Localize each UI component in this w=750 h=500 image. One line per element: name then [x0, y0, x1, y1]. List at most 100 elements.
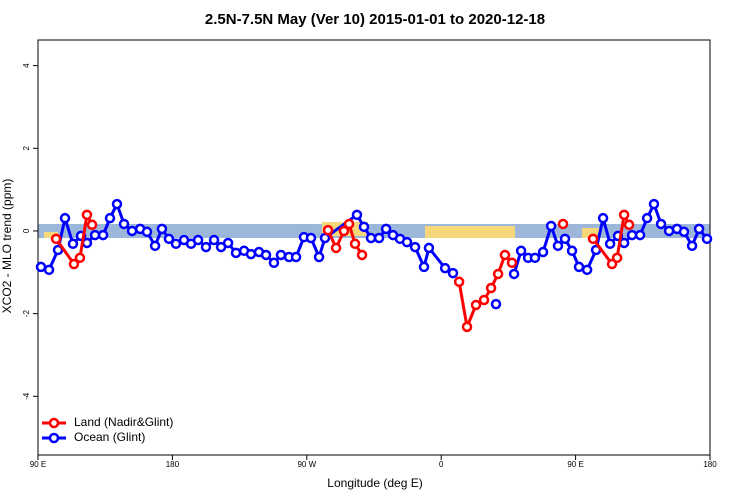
point	[81, 209, 93, 221]
point	[611, 252, 623, 264]
point	[566, 245, 578, 257]
y-tick-label: 2	[22, 146, 31, 151]
point	[470, 299, 482, 311]
point	[490, 298, 502, 310]
point	[686, 240, 698, 252]
x-tick-label: 180	[703, 460, 717, 469]
point	[401, 236, 413, 248]
map-strip	[38, 222, 710, 238]
land-strip	[582, 228, 600, 238]
point	[163, 233, 175, 245]
y-tick-label: 4	[22, 63, 31, 68]
point	[581, 264, 593, 276]
point	[655, 218, 667, 230]
chart-title: 2.5N-7.5N May (Ver 10) 2015-01-01 to 202…	[205, 11, 545, 28]
x-tick-label: 0	[439, 460, 444, 469]
point	[43, 264, 55, 276]
point	[222, 237, 234, 249]
point	[552, 240, 564, 252]
x-tick-label: 90 W	[297, 460, 316, 469]
point	[597, 212, 609, 224]
point	[86, 219, 98, 231]
point	[67, 238, 79, 250]
point	[104, 212, 116, 224]
point	[141, 226, 153, 238]
point	[68, 258, 80, 270]
point	[126, 225, 138, 237]
point	[343, 218, 355, 230]
point	[506, 257, 518, 269]
point	[545, 220, 557, 232]
point	[423, 242, 435, 254]
point	[275, 249, 287, 261]
point	[89, 229, 101, 241]
point	[349, 238, 361, 250]
point	[230, 247, 242, 259]
point	[557, 218, 569, 230]
point	[156, 223, 168, 235]
point	[365, 232, 377, 244]
point	[52, 244, 64, 256]
point	[626, 229, 638, 241]
point	[618, 209, 630, 221]
point	[634, 229, 646, 241]
point	[59, 212, 71, 224]
point	[338, 225, 350, 237]
point	[693, 223, 705, 235]
point	[648, 198, 660, 210]
point	[573, 261, 585, 273]
land-strip	[425, 226, 515, 238]
legend-marker	[48, 417, 60, 429]
point	[461, 321, 473, 333]
point	[260, 249, 272, 261]
point	[74, 252, 86, 264]
point	[313, 251, 325, 263]
point	[50, 233, 62, 245]
point	[373, 232, 385, 244]
x-tick-label: 90 E	[567, 460, 583, 469]
x-tick-label: 90 E	[30, 460, 46, 469]
point	[380, 223, 392, 235]
point	[170, 238, 182, 250]
point	[447, 267, 459, 279]
point	[515, 245, 527, 257]
point	[559, 233, 571, 245]
point	[208, 234, 220, 246]
point	[118, 218, 130, 230]
land-strip	[44, 232, 58, 238]
y-tick-label: 0	[22, 228, 31, 233]
point	[358, 221, 370, 233]
legend-label: Ocean (Glint)	[74, 430, 145, 444]
point	[356, 249, 368, 261]
point	[485, 282, 497, 294]
point	[623, 219, 635, 231]
point	[439, 262, 451, 274]
point	[268, 257, 280, 269]
point	[149, 240, 161, 252]
y-axis-label: XCO2 - MLO trend (ppm)	[0, 179, 14, 314]
x-tick-label: 180	[166, 460, 180, 469]
point	[587, 233, 599, 245]
point	[478, 294, 490, 306]
point	[200, 241, 212, 253]
point	[330, 242, 342, 254]
point	[192, 234, 204, 246]
plot-frame	[37, 39, 711, 456]
point	[418, 261, 430, 273]
point	[678, 226, 690, 238]
x-axis-label: Longitude (deg E)	[327, 476, 422, 490]
point	[508, 268, 520, 280]
point	[701, 233, 713, 245]
point	[453, 276, 465, 288]
point	[409, 241, 421, 253]
point	[537, 246, 549, 258]
legend-label: Land (Nadir&Glint)	[74, 415, 173, 429]
point	[351, 209, 363, 221]
y-tick-label: -4	[22, 392, 31, 400]
point	[35, 261, 47, 273]
point	[641, 212, 653, 224]
point	[290, 251, 302, 263]
point	[111, 198, 123, 210]
legend-marker	[48, 432, 60, 444]
